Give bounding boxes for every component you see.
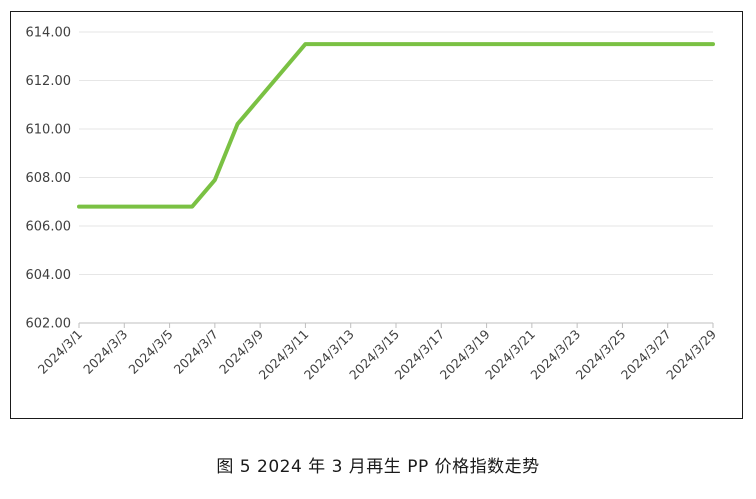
y-tick-label: 610.00 <box>26 123 72 138</box>
x-tick-label: 2024/3/1 <box>35 327 85 377</box>
series-line <box>77 42 715 209</box>
y-tick-label: 604.00 <box>26 268 72 283</box>
figure-caption: 图 5 2024 年 3 月再生 PP 价格指数走势 <box>216 457 540 477</box>
y-tick-label: 614.00 <box>26 26 72 41</box>
y-tick-label: 606.00 <box>26 220 72 235</box>
y-tick-label: 602.00 <box>26 317 72 332</box>
x-tick-label: 2024/3/7 <box>171 327 221 377</box>
x-axis <box>78 322 714 328</box>
y-axis-tick-labels: 602.00 604.00 606.00 608.00 610.00 612.00 614.… <box>26 26 72 332</box>
x-axis-tick-labels: 2024/3/12024/3/32024/3/52024/3/72024/3/9… <box>35 326 719 382</box>
x-tick-label: 2024/3/3 <box>80 327 130 377</box>
chart-frame: 602.00 604.00 606.00 608.00 610.00 612.00 614.… <box>10 11 743 419</box>
series-lines <box>77 42 715 209</box>
y-tick-label: 612.00 <box>26 74 72 89</box>
x-tick-label: 2024/3/5 <box>125 327 175 377</box>
gridlines <box>79 31 713 275</box>
line-chart: 602.00 604.00 606.00 608.00 610.00 612.00 614.… <box>26 26 720 383</box>
y-tick-label: 608.00 <box>26 171 72 186</box>
